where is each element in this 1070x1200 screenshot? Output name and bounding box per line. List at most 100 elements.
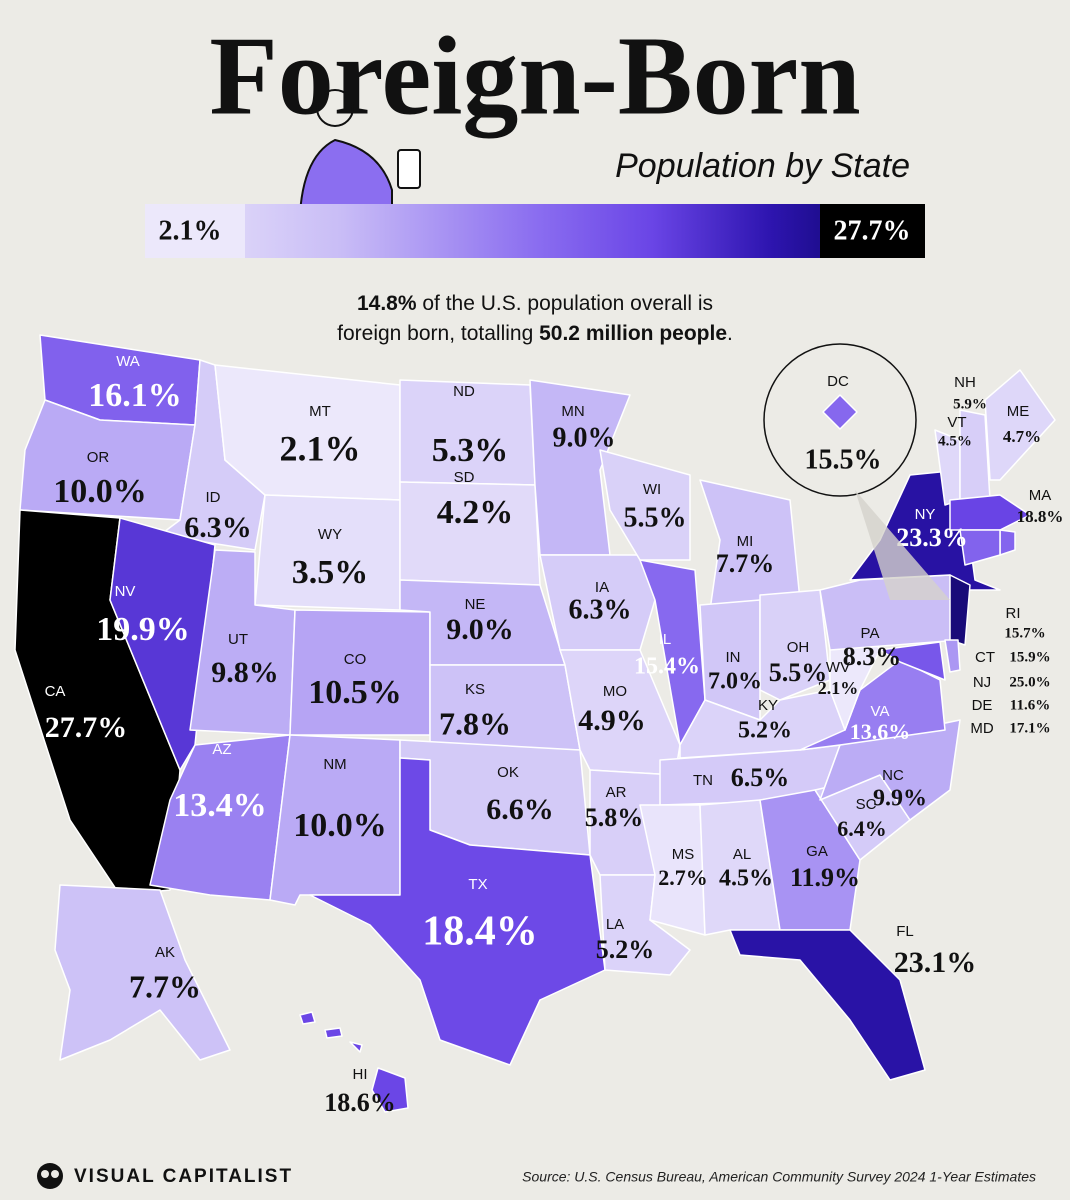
- state-abbr: SC: [856, 796, 877, 813]
- state: [944, 639, 961, 673]
- footer: VISUAL CAPITALIST Source: U.S. Census Bu…: [37, 1163, 1036, 1189]
- state-value: 4.9%: [578, 704, 646, 737]
- state-abbr: LA: [606, 916, 624, 933]
- state-value: 6.4%: [837, 816, 887, 841]
- state: [539, 554, 656, 651]
- state-value: 18.6%: [324, 1088, 396, 1117]
- state: [299, 1011, 409, 1113]
- state-value: 5.2%: [596, 935, 655, 964]
- state-abbr: WA: [116, 353, 140, 370]
- state-abbr: DE: [972, 697, 993, 714]
- state-value: 2.1%: [818, 678, 859, 698]
- map-labels: WA 16.1% OR 10.0% CA 27.7% ID 6.3% NV 19.9% MT 2.1%…: [45, 353, 1064, 1117]
- state: [639, 804, 706, 936]
- intro-text: 14.8%: [357, 292, 417, 315]
- legend-min-box: [145, 204, 245, 258]
- state: [729, 929, 926, 1081]
- state-abbr: WV: [826, 659, 850, 676]
- state-value: 8.3%: [843, 642, 902, 671]
- state-abbr: ID: [206, 489, 221, 506]
- state-abbr: NV: [115, 583, 136, 600]
- state-value: 15.9%: [1009, 649, 1050, 665]
- state-value: 10.0%: [293, 807, 387, 844]
- state-value: 27.7%: [45, 711, 128, 744]
- state-abbr: WI: [643, 481, 661, 498]
- state-abbr: KY: [758, 697, 778, 714]
- state-value: 19.9%: [96, 611, 190, 648]
- intro-text: foreign born, totalling: [337, 322, 539, 345]
- state-value: 9.0%: [446, 613, 514, 646]
- state-abbr: TN: [693, 772, 713, 789]
- state-abbr: RI: [1006, 605, 1021, 622]
- state: [949, 494, 1031, 531]
- state-value: 9.8%: [211, 656, 279, 689]
- state-abbr: NE: [465, 596, 486, 613]
- state-abbr: FL: [896, 923, 914, 940]
- state-abbr: OH: [787, 639, 810, 656]
- state-abbr: SD: [454, 469, 475, 486]
- state-abbr: CA: [45, 683, 66, 700]
- intro-text: .: [727, 322, 733, 345]
- state-value: 11.9%: [790, 863, 860, 892]
- state: [54, 884, 231, 1061]
- state-value: 15.7%: [1004, 625, 1045, 641]
- state-abbr: OK: [497, 764, 519, 781]
- state-abbr: AR: [606, 784, 627, 801]
- legend: 2.1% 27.7%: [145, 204, 925, 258]
- state-value: 5.5%: [624, 502, 687, 533]
- state-abbr: UT: [228, 631, 248, 648]
- state-abbr: IN: [726, 649, 741, 666]
- state-abbr: MO: [603, 683, 627, 700]
- state: [999, 529, 1016, 556]
- state-abbr: MI: [737, 533, 754, 550]
- state-abbr: VA: [871, 703, 890, 720]
- state: [959, 529, 1001, 566]
- state-value: 5.2%: [738, 718, 792, 744]
- dc-inset: [763, 343, 950, 600]
- state-value: 15.5%: [805, 444, 882, 475]
- intro-line: foreign born, totalling 50.2 million peo…: [337, 322, 733, 345]
- state-abbr: NH: [954, 374, 976, 391]
- state-abbr: CT: [975, 649, 995, 666]
- state-value: 16.1%: [88, 377, 182, 414]
- state-value: 18.4%: [422, 909, 538, 955]
- state: [109, 517, 216, 771]
- state-value: 9.0%: [553, 422, 616, 453]
- state-abbr: MS: [672, 846, 695, 863]
- brand-logo-eye: [41, 1170, 49, 1178]
- state-abbr: NM: [323, 756, 346, 773]
- legend-bar: [145, 204, 925, 258]
- map: [14, 334, 1056, 1113]
- state-value: 7.7%: [129, 968, 201, 1004]
- state: [759, 589, 831, 701]
- title: Foreign-Born: [209, 15, 860, 139]
- state-abbr: OR: [87, 449, 110, 466]
- state-value: 6.5%: [731, 763, 790, 792]
- brand-logo-eye: [51, 1170, 59, 1178]
- state-abbr: GA: [806, 843, 828, 860]
- state-abbr: AK: [155, 944, 175, 961]
- state-value: 6.3%: [184, 511, 252, 544]
- brand-logo: [37, 1163, 63, 1189]
- state-abbr: ND: [453, 383, 475, 400]
- state-abbr: ME: [1007, 403, 1030, 420]
- state-value: 13.4%: [173, 787, 267, 824]
- state-abbr: KS: [465, 681, 485, 698]
- state-value: 5.5%: [769, 658, 828, 687]
- state-abbr: IL: [659, 631, 672, 648]
- state-abbr: IA: [595, 579, 609, 596]
- state-abbr: AZ: [212, 741, 231, 758]
- state-abbr: TX: [468, 876, 487, 893]
- state-value: 2.1%: [280, 428, 361, 468]
- state-value: 4.5%: [719, 866, 773, 892]
- state: [822, 394, 858, 430]
- state-value: 13.6%: [850, 719, 911, 744]
- state-abbr: CO: [344, 651, 367, 668]
- state: [759, 789, 861, 931]
- state-abbr: MT: [309, 403, 331, 420]
- state-value: 18.8%: [1017, 507, 1064, 526]
- state-value: 7.7%: [716, 549, 775, 578]
- intro-text: of the U.S. population overall is: [417, 292, 714, 315]
- state-value: 4.5%: [938, 433, 972, 449]
